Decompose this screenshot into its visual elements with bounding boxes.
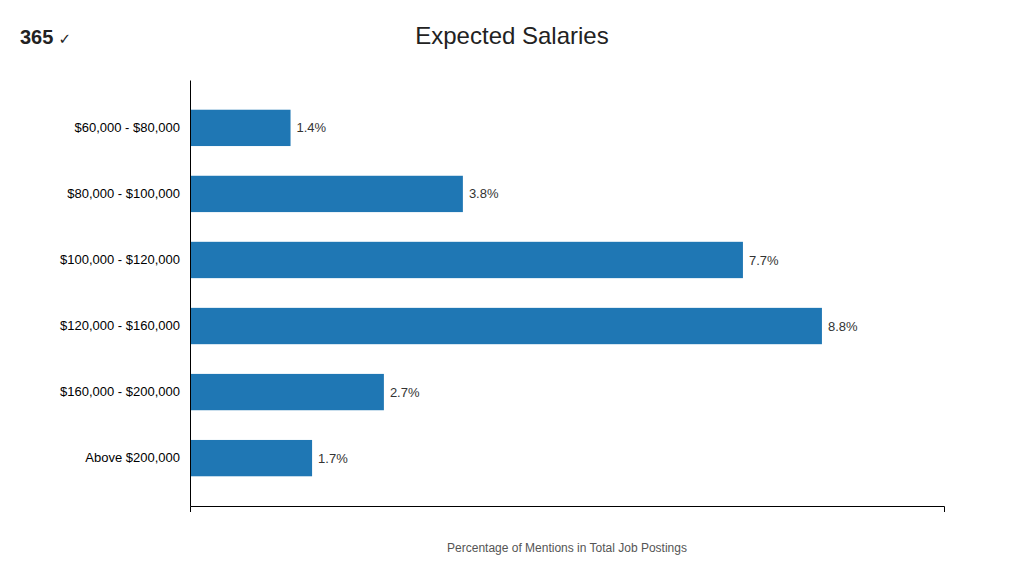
bars — [190, 110, 822, 477]
y-tick-label: $100,000 - $120,000 — [60, 252, 180, 267]
plot-area: $60,000 - $80,000 $80,000 - $100,000 $100,… — [60, 81, 945, 513]
y-tick-label: $60,000 - $80,000 — [74, 120, 180, 135]
y-tick: $100,000 - $120,000 — [60, 252, 190, 267]
y-tick-label: $160,000 - $200,000 — [60, 384, 180, 399]
bar — [190, 374, 384, 410]
data-label: 7.7% — [749, 253, 779, 268]
x-axis — [191, 507, 945, 513]
data-label: 2.7% — [390, 385, 420, 400]
bar — [190, 176, 463, 212]
y-tick-label: $80,000 - $100,000 — [67, 186, 180, 201]
annotation: 365 — [20, 26, 53, 48]
y-tick: $120,000 - $160,000 — [60, 318, 190, 333]
y-axis-line — [190, 81, 191, 507]
data-label: 8.8% — [828, 319, 858, 334]
data-label: 1.7% — [318, 451, 348, 466]
x-axis-line — [191, 507, 945, 513]
y-tick: $160,000 - $200,000 — [60, 384, 190, 399]
y-tick: $80,000 - $100,000 — [67, 186, 190, 201]
y-tick-label: Above $200,000 — [85, 450, 180, 465]
data-label: 1.4% — [297, 120, 327, 135]
bar — [190, 110, 291, 146]
title: Expected Salaries — [415, 22, 608, 49]
y-tick: $60,000 - $80,000 — [74, 120, 190, 135]
y-axis: $60,000 - $80,000 $80,000 - $100,000 $100,… — [60, 81, 191, 507]
bar — [190, 440, 312, 476]
y-tick-label: $120,000 - $160,000 — [60, 318, 180, 333]
data-label: 3.8% — [469, 186, 499, 201]
bar — [190, 242, 743, 278]
data-labels: 1.4% 3.8% 7.7% 8.8% 2.7% 1.7% — [297, 120, 858, 465]
chart-svg: $60,000 - $80,000 $80,000 - $100,000 $100,… — [0, 0, 1024, 576]
annotation: ✓ — [58, 30, 71, 47]
annotations: 365 ✓ — [20, 26, 71, 48]
x-axis-title: Percentage of Mentions in Total Job Post… — [447, 541, 687, 555]
y-tick: Above $200,000 — [85, 450, 190, 465]
bar — [190, 308, 822, 344]
